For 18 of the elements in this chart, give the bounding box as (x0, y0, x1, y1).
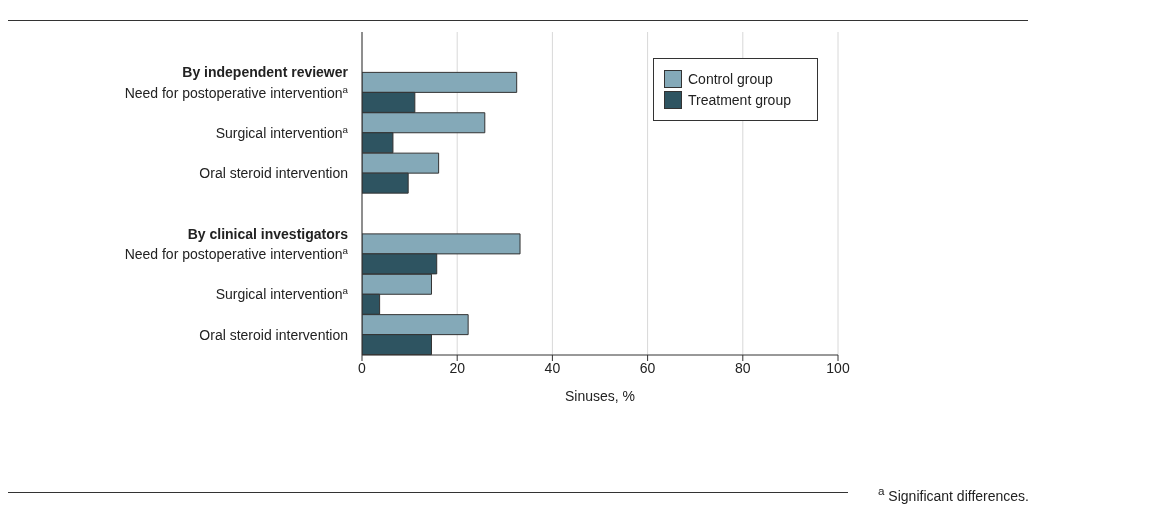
x-tick-label: 100 (826, 359, 850, 376)
x-tick-label: 40 (544, 359, 561, 376)
x-tick-label: 20 (449, 359, 466, 376)
y-tick-label: By clinical investigators (187, 225, 349, 242)
y-tick-label: By independent reviewer (182, 64, 349, 81)
y-tick-label: Surgical intervention$^{a}$ (215, 123, 349, 141)
y-tick-label: Need for postoperative intervention$^{a}$ (124, 244, 349, 263)
y-tick-label: Oral steroid intervention (199, 165, 348, 182)
y-tick-label: Need for postoperative intervention$^{a}$ (124, 83, 349, 101)
y-tick-label: Oral steroid intervention (199, 326, 348, 343)
y-tick-label: Surgical intervention$^{a}$ (215, 284, 349, 303)
x-axis-title: Sinuses, % (564, 388, 636, 404)
text: $^{a}$ Significant differences. (878, 484, 1029, 504)
x-tick-label: 80 (735, 359, 751, 376)
legend-label: Treatment group (688, 92, 791, 108)
x-tick-label: 60 (639, 359, 656, 376)
legend-label: Control group (688, 71, 773, 87)
x-tick-label: 0 (358, 359, 367, 376)
